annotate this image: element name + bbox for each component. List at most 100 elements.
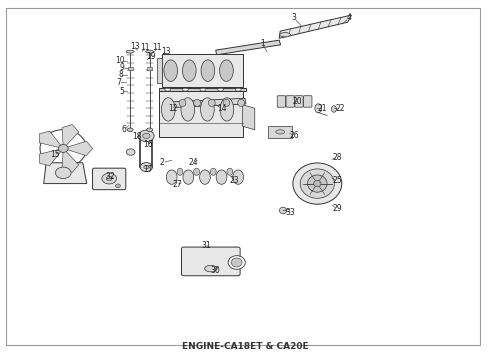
Ellipse shape — [201, 60, 215, 81]
Text: 17: 17 — [144, 165, 153, 174]
Text: 11: 11 — [140, 43, 149, 52]
Text: 4: 4 — [346, 13, 351, 22]
Text: 10: 10 — [116, 56, 125, 65]
Ellipse shape — [210, 168, 216, 175]
Ellipse shape — [331, 106, 336, 112]
Polygon shape — [44, 163, 87, 184]
Text: 8: 8 — [119, 71, 123, 80]
Ellipse shape — [233, 170, 244, 184]
FancyBboxPatch shape — [157, 58, 162, 83]
Text: 11: 11 — [152, 43, 162, 52]
Text: 12: 12 — [168, 104, 177, 113]
Ellipse shape — [182, 88, 188, 91]
Ellipse shape — [220, 98, 234, 121]
Bar — [147, 67, 152, 69]
Text: 30: 30 — [211, 266, 220, 275]
Ellipse shape — [165, 88, 171, 91]
Ellipse shape — [58, 144, 68, 152]
Ellipse shape — [227, 168, 233, 175]
Ellipse shape — [194, 168, 199, 175]
Text: 26: 26 — [289, 131, 299, 140]
Text: 2: 2 — [160, 158, 164, 167]
Polygon shape — [63, 141, 93, 156]
Text: 31: 31 — [201, 241, 211, 250]
Ellipse shape — [293, 163, 342, 204]
FancyBboxPatch shape — [93, 168, 126, 190]
FancyBboxPatch shape — [162, 54, 243, 87]
Ellipse shape — [161, 98, 175, 121]
Ellipse shape — [147, 128, 153, 132]
Text: ENGINE-CA18ET & CA20E: ENGINE-CA18ET & CA20E — [182, 342, 308, 351]
Polygon shape — [279, 15, 351, 39]
Ellipse shape — [216, 170, 227, 184]
Ellipse shape — [126, 149, 135, 155]
Ellipse shape — [200, 98, 214, 121]
Text: 28: 28 — [332, 153, 342, 162]
Ellipse shape — [164, 60, 177, 81]
Ellipse shape — [116, 184, 121, 188]
Ellipse shape — [231, 258, 242, 267]
Ellipse shape — [181, 98, 195, 121]
Text: 7: 7 — [117, 78, 122, 87]
Ellipse shape — [308, 175, 327, 192]
Ellipse shape — [146, 50, 154, 53]
Ellipse shape — [106, 176, 112, 181]
Text: 16: 16 — [144, 140, 153, 149]
Polygon shape — [62, 125, 79, 148]
Text: 25: 25 — [332, 176, 342, 185]
Ellipse shape — [183, 170, 194, 184]
Text: 5: 5 — [119, 86, 124, 95]
Ellipse shape — [102, 173, 117, 184]
Bar — [128, 67, 133, 69]
FancyBboxPatch shape — [181, 247, 240, 276]
Ellipse shape — [199, 170, 210, 184]
Ellipse shape — [276, 130, 285, 134]
Polygon shape — [216, 40, 281, 55]
Text: 13: 13 — [161, 47, 171, 56]
Ellipse shape — [55, 167, 71, 179]
Polygon shape — [269, 126, 292, 138]
Text: 29: 29 — [332, 204, 342, 213]
Ellipse shape — [220, 60, 233, 81]
Text: 27: 27 — [173, 180, 182, 189]
Ellipse shape — [238, 99, 245, 107]
Polygon shape — [172, 98, 246, 108]
Ellipse shape — [194, 99, 200, 107]
Ellipse shape — [139, 130, 154, 141]
Text: 1: 1 — [260, 39, 265, 48]
Ellipse shape — [177, 168, 183, 175]
Polygon shape — [62, 148, 79, 172]
Ellipse shape — [223, 99, 230, 107]
Text: 20: 20 — [293, 96, 303, 105]
FancyBboxPatch shape — [277, 96, 286, 107]
FancyBboxPatch shape — [286, 96, 294, 107]
FancyBboxPatch shape — [295, 96, 303, 107]
Ellipse shape — [300, 169, 334, 198]
Polygon shape — [159, 88, 246, 91]
Ellipse shape — [166, 170, 177, 184]
Ellipse shape — [228, 256, 245, 269]
Polygon shape — [39, 148, 63, 166]
Text: 9: 9 — [120, 63, 125, 72]
Ellipse shape — [314, 180, 321, 187]
Text: 3: 3 — [292, 13, 296, 22]
Text: 22: 22 — [336, 104, 345, 113]
Ellipse shape — [144, 165, 149, 169]
Text: 33: 33 — [285, 208, 295, 217]
Text: 19: 19 — [147, 52, 156, 61]
Ellipse shape — [218, 88, 223, 91]
Text: 23: 23 — [229, 176, 239, 185]
Ellipse shape — [179, 99, 186, 107]
Ellipse shape — [200, 88, 206, 91]
Ellipse shape — [126, 50, 134, 53]
Ellipse shape — [208, 99, 215, 107]
Text: 32: 32 — [106, 172, 116, 181]
Ellipse shape — [235, 88, 241, 91]
FancyBboxPatch shape — [304, 96, 312, 107]
Ellipse shape — [279, 207, 287, 214]
Ellipse shape — [127, 128, 133, 132]
Ellipse shape — [140, 163, 152, 172]
Text: 24: 24 — [189, 158, 198, 167]
Ellipse shape — [143, 133, 150, 139]
FancyBboxPatch shape — [159, 91, 243, 137]
